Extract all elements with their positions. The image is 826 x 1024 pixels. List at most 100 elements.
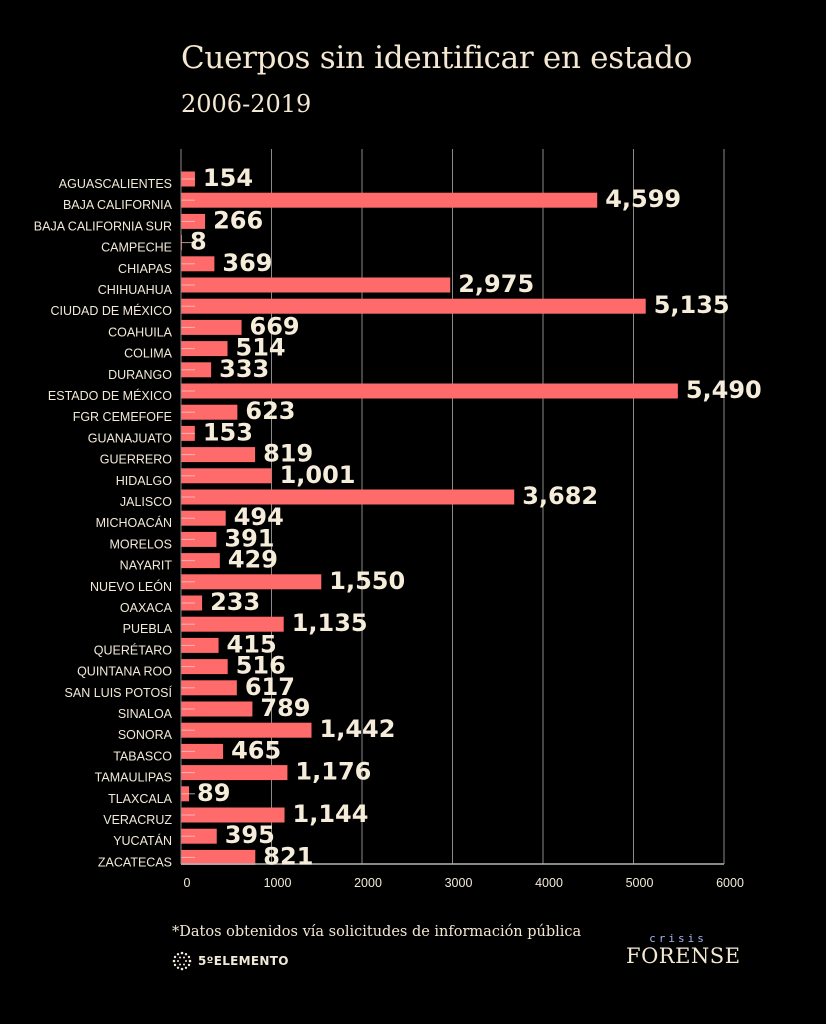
category-label: HIDALGO [116, 474, 173, 488]
category-label: COAHUILA [108, 325, 173, 339]
bar [181, 616, 284, 632]
bar [181, 362, 212, 378]
value-label: 3,682 [522, 482, 598, 510]
quinto-elemento-name: 5ºELEMENTO [198, 954, 289, 968]
bar [181, 531, 217, 547]
x-tick-label: 0 [184, 876, 191, 890]
value-label: 415 [227, 630, 277, 658]
quinto-elemento-logo: 5ºELEMENTO [172, 951, 289, 971]
bar [181, 701, 253, 717]
bar [181, 807, 285, 823]
category-label: CAMPECHE [101, 241, 172, 255]
bars [181, 171, 678, 865]
brand-big-text: FORENSE [626, 944, 741, 968]
value-label: 154 [203, 164, 253, 192]
category-label: AGUASCALIENTES [59, 177, 172, 191]
source-footnote: *Datos obtenidos vía solicitudes de info… [172, 924, 582, 940]
value-label: 8 [190, 228, 207, 256]
brand-small-text: crisis [649, 932, 707, 945]
value-label: 514 [236, 334, 286, 362]
value-label: 266 [213, 206, 263, 234]
category-label: JALISCO [120, 495, 172, 509]
bar [181, 256, 215, 272]
category-label: VERACRUZ [103, 813, 172, 827]
chart-subtitle: 2006-2019 [181, 90, 312, 118]
bar [181, 510, 226, 526]
category-label: COLIMA [124, 347, 173, 361]
bar [181, 574, 322, 590]
category-label: GUANAJUATO [88, 431, 173, 445]
bar [181, 277, 451, 293]
category-label: TLAXCALA [108, 792, 173, 806]
category-label: QUERÉTARO [94, 642, 173, 657]
crisis-forense-logo: crisis FORENSE [626, 932, 741, 968]
value-label: 333 [219, 355, 269, 383]
x-tick-label: 3000 [445, 876, 473, 890]
value-label: 5,490 [686, 376, 762, 404]
value-label: 391 [224, 524, 274, 552]
category-label: BAJA CALIFORNIA SUR [34, 219, 172, 233]
value-label: 669 [250, 312, 300, 340]
value-label: 369 [222, 249, 272, 277]
category-label: SAN LUIS POTOSÍ [65, 685, 173, 700]
value-label: 1,144 [293, 800, 369, 828]
category-label: TAMAULIPAS [95, 771, 172, 785]
category-label: DURANGO [108, 368, 172, 382]
value-label: 617 [245, 673, 295, 701]
bar [181, 553, 220, 569]
bar [181, 680, 237, 696]
category-label: ESTADO DE MÉXICO [48, 388, 172, 403]
bar [181, 659, 228, 675]
bar [181, 637, 219, 653]
bar [181, 404, 238, 420]
bar [181, 722, 312, 738]
category-label: MICHOACÁN [96, 515, 172, 530]
chart-title: Cuerpos sin identificar en estado [181, 40, 693, 76]
labels: AGUASCALIENTES 154 BAJA CALIFORNIA 4,599 BAJ… [34, 164, 762, 870]
category-label: GUERRERO [100, 453, 173, 467]
category-label: OAXACA [120, 601, 173, 615]
grid-lines [271, 149, 725, 864]
value-label: 1,442 [320, 715, 396, 743]
value-label: 4,599 [605, 185, 681, 213]
category-label: BAJA CALIFORNIA [63, 198, 173, 212]
bar [181, 489, 515, 505]
value-label: 5,135 [654, 291, 730, 319]
bar [181, 447, 256, 463]
value-label: 1,135 [292, 609, 368, 637]
bar [181, 319, 242, 335]
value-label: 1,001 [280, 461, 356, 489]
axes: 0 1000 2000 3000 4000 5000 6000 [180, 149, 744, 890]
value-label: 1,176 [295, 758, 371, 786]
category-label: PUEBLA [123, 622, 173, 636]
value-label: 233 [210, 588, 260, 616]
value-label: 494 [234, 503, 284, 531]
dot-sphere-icon [172, 951, 192, 971]
bar [181, 468, 272, 484]
bar [181, 192, 598, 208]
value-label: 516 [236, 652, 286, 680]
bar [181, 743, 224, 759]
category-label: YUCATÁN [113, 833, 172, 848]
category-label: CIUDAD DE MÉXICO [50, 303, 172, 318]
x-tick-label: 1000 [264, 876, 292, 890]
bar [181, 298, 646, 314]
value-label: 2,975 [458, 270, 534, 298]
x-tick-label: 4000 [535, 876, 563, 890]
category-label: FGR CEMEFOFE [73, 410, 172, 424]
category-label: NAYARIT [120, 559, 173, 573]
bar [181, 849, 256, 865]
bar-chart: 0 1000 2000 3000 4000 5000 6000 AGUASCALIENTES… [34, 149, 762, 890]
value-label: 789 [260, 694, 310, 722]
bar [181, 828, 217, 844]
category-label: SINALOA [118, 707, 173, 721]
value-label: 89 [197, 779, 230, 807]
bar [181, 341, 228, 357]
value-label: 1,550 [329, 567, 405, 595]
x-tick-label: 2000 [354, 876, 382, 890]
category-label: CHIHUAHUA [98, 283, 173, 297]
value-label: 819 [263, 440, 313, 468]
value-label: 821 [263, 842, 313, 870]
category-label: ZACATECAS [98, 855, 172, 869]
x-tick-label: 6000 [716, 876, 744, 890]
